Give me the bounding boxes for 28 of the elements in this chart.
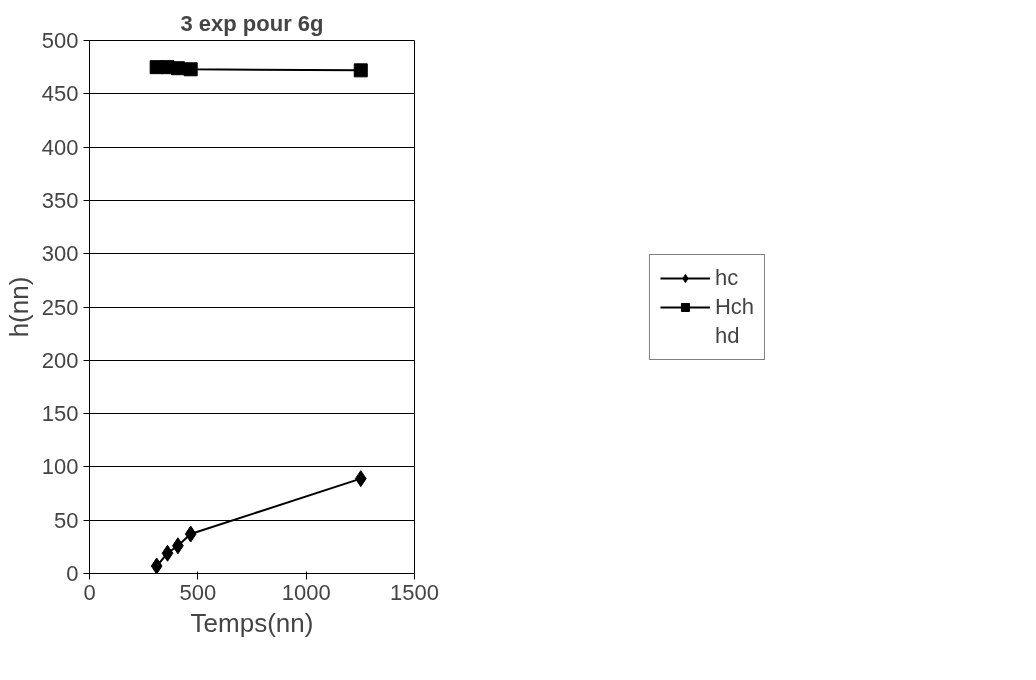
legend-label: hc xyxy=(714,264,739,291)
point xyxy=(353,63,368,78)
point xyxy=(161,544,174,562)
text: hd xyxy=(714,322,740,349)
point xyxy=(354,470,367,488)
y-tick-label: 400 xyxy=(41,134,79,160)
chart-title: 3 exp pour 6g xyxy=(180,10,324,36)
point xyxy=(184,525,197,543)
point xyxy=(170,61,185,76)
x-tick-label: 0 xyxy=(83,579,96,605)
y-tick-label: 350 xyxy=(41,187,79,213)
y-tick-label: 150 xyxy=(41,401,79,427)
y-tick-label: 250 xyxy=(41,294,79,320)
y-tick-label: 300 xyxy=(41,241,79,267)
legend-label: Hch xyxy=(714,293,755,320)
y-tick-label: 450 xyxy=(41,81,79,107)
point xyxy=(150,557,163,574)
y-tick-label: 100 xyxy=(41,454,79,480)
x-tick-label: 500 xyxy=(179,579,217,605)
y-axis-title: h(nn) xyxy=(3,276,34,338)
x-tick-label: 1000 xyxy=(281,579,331,605)
y-tick-label: 50 xyxy=(54,507,79,533)
y-tick-label: 0 xyxy=(66,561,79,586)
y-tick-label: 200 xyxy=(41,347,79,373)
y-tick-label: 500 xyxy=(41,28,79,53)
point xyxy=(183,62,198,77)
x-axis-title: Temps(nn) xyxy=(190,607,314,638)
x-tick-label: 1500 xyxy=(390,579,439,605)
